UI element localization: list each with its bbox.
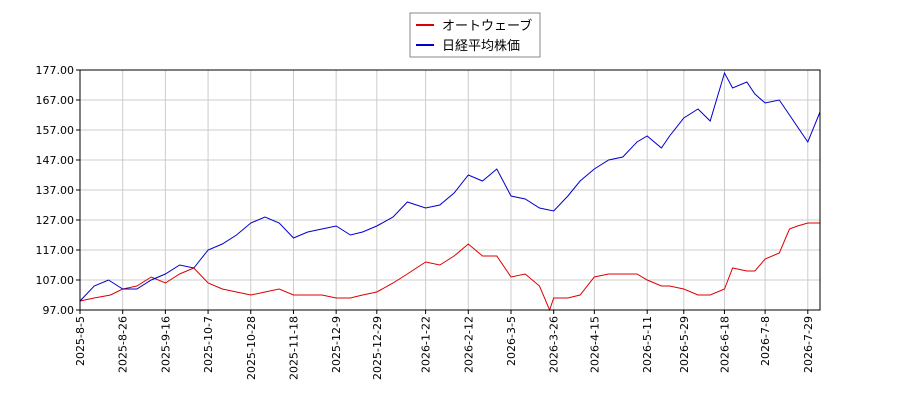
y-tick-label: 177.00	[36, 64, 75, 77]
grid	[79, 69, 820, 311]
x-tick-label: 2025-10-7	[202, 316, 215, 373]
x-tick-label: 2025-9-16	[159, 316, 172, 373]
y-tick-label: 97.00	[43, 304, 75, 317]
y-tick-label: 157.00	[36, 124, 75, 137]
y-tick-label: 137.00	[36, 184, 75, 197]
x-tick-label: 2025-12-29	[371, 316, 384, 380]
x-axis: 2025-8-5 2025-8-26 2025-9-16 2025-10-7 2025-…	[74, 310, 815, 380]
y-axis: 97.00 107.00 117.00 127.00 137.00 147.00 157.0…	[36, 64, 80, 317]
x-tick-label: 2026-5-29	[678, 316, 691, 373]
x-tick-label: 2025-10-28	[245, 316, 258, 380]
x-tick-label: 2026-1-22	[420, 316, 433, 373]
y-tick-label: 167.00	[36, 94, 75, 107]
y-tick-label: 127.00	[36, 214, 75, 227]
x-tick-label: 2026-5-11	[641, 316, 654, 373]
legend-label: オートウェーブ	[442, 18, 532, 34]
x-tick-label: 2025-8-26	[117, 316, 130, 373]
x-tick-label: 2026-2-12	[462, 316, 475, 373]
x-tick-label: 2026-7-8	[759, 316, 772, 366]
x-tick-label: 2026-6-18	[718, 316, 731, 373]
x-tick-label: 2026-3-5	[505, 316, 518, 366]
x-tick-label: 2025-8-5	[74, 316, 87, 366]
x-tick-label: 2026-7-29	[802, 316, 815, 373]
y-tick-label: 117.00	[36, 244, 75, 257]
y-tick-label: 107.00	[36, 274, 75, 287]
x-tick-label: 2026-3-26	[548, 316, 561, 373]
x-tick-label: 2025-11-18	[287, 316, 300, 380]
plot-frame	[79, 69, 821, 311]
x-tick-label: 2025-12-9	[330, 316, 343, 373]
series-group	[79, 71, 821, 312]
legend-box	[409, 12, 541, 58]
x-tick-label: 2026-4-15	[588, 316, 601, 373]
legend-label: 日経平均株価	[442, 39, 520, 54]
y-tick-label: 147.00	[36, 154, 75, 167]
series-line-1	[79, 71, 821, 302]
series-line-0	[79, 222, 820, 312]
